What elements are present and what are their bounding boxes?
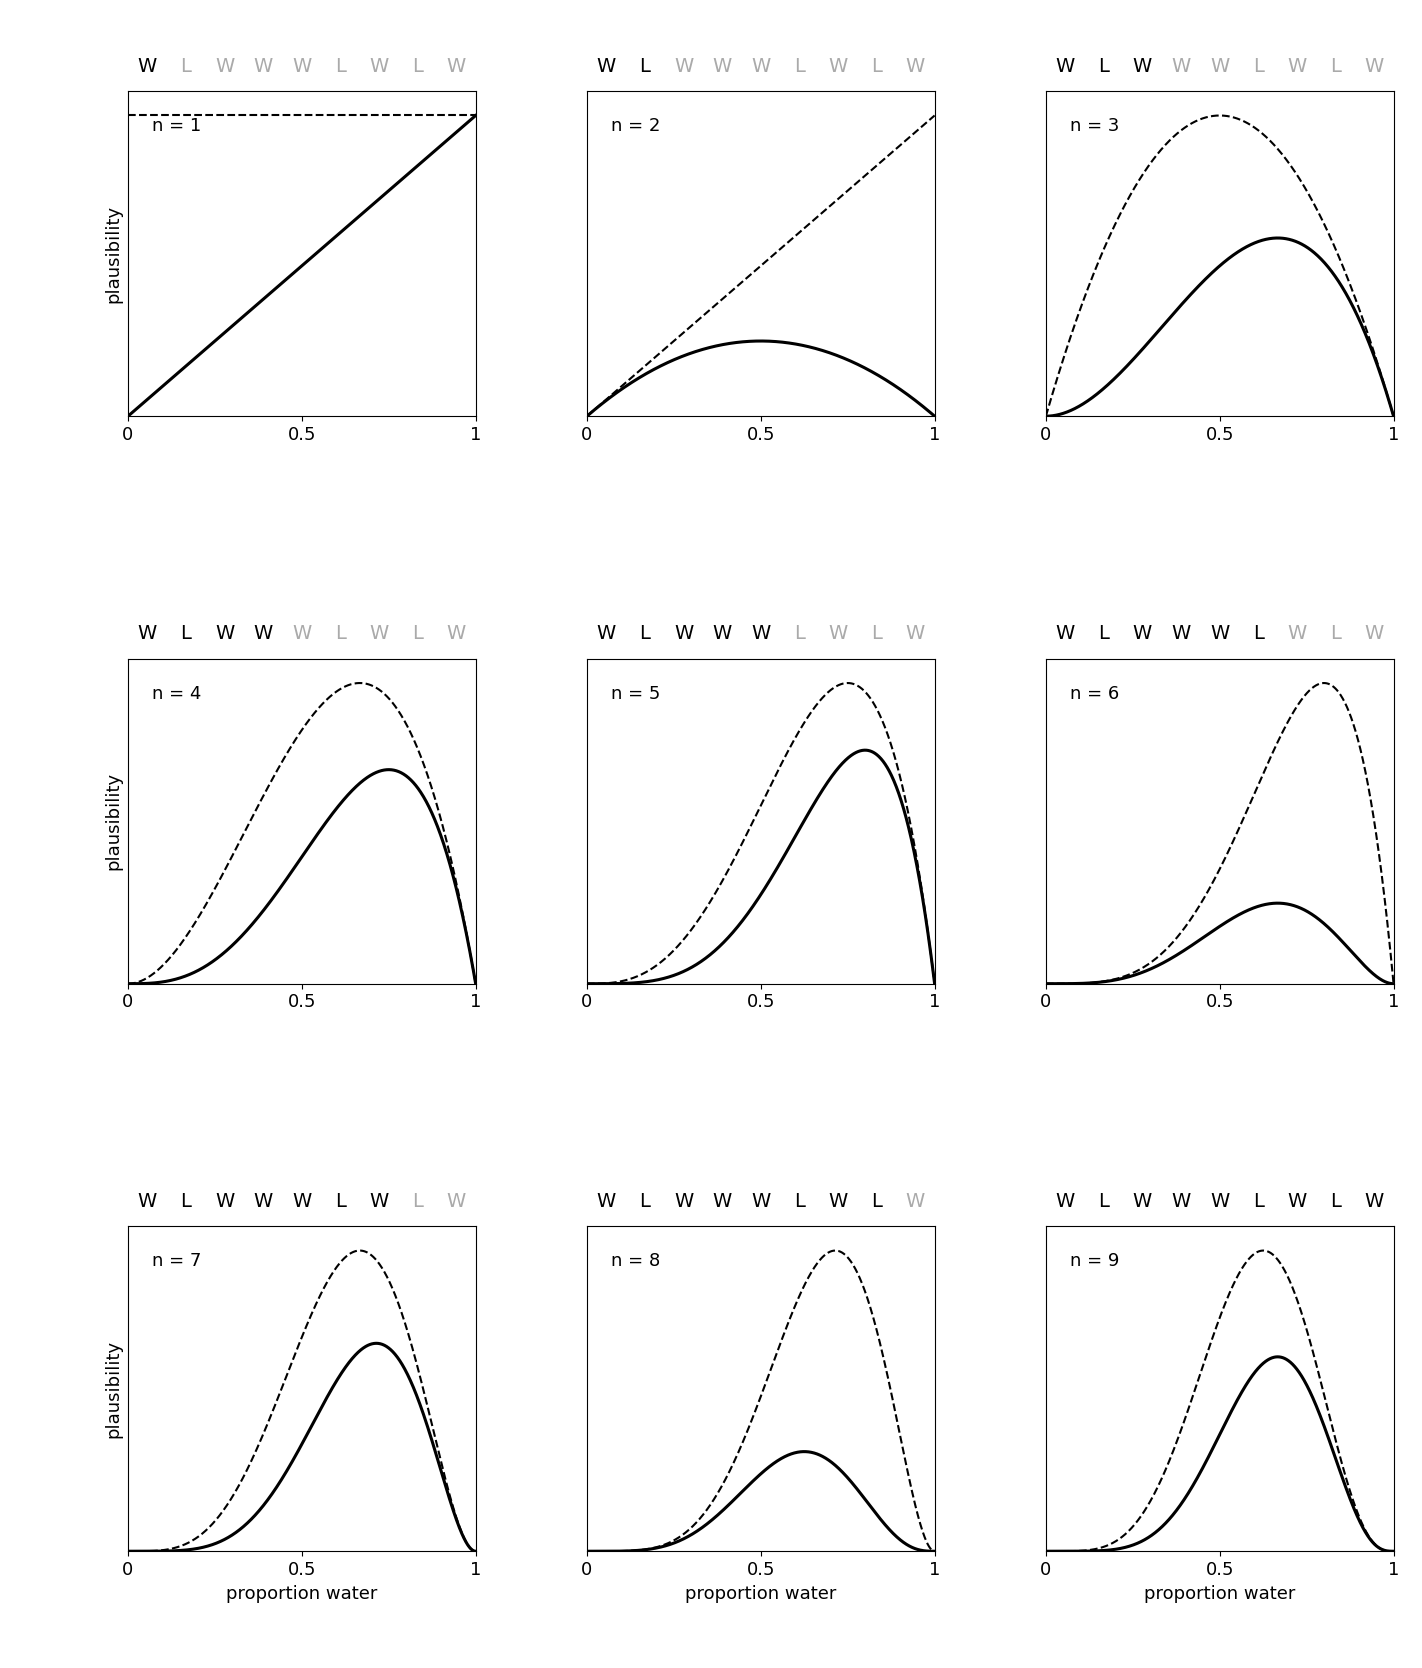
Text: L: L <box>1253 624 1264 644</box>
Text: L: L <box>640 624 650 644</box>
Text: L: L <box>640 57 650 75</box>
Text: W: W <box>1172 57 1190 75</box>
X-axis label: proportion water: proportion water <box>1145 1585 1295 1603</box>
Text: W: W <box>1055 624 1075 644</box>
Text: W: W <box>370 1193 388 1211</box>
Text: W: W <box>215 57 235 75</box>
Text: W: W <box>712 57 732 75</box>
Text: W: W <box>1210 57 1230 75</box>
Text: W: W <box>906 1193 924 1211</box>
Text: n = 5: n = 5 <box>611 686 661 702</box>
Y-axis label: plausibility: plausibility <box>104 205 122 304</box>
Text: W: W <box>674 624 693 644</box>
Text: L: L <box>1330 624 1341 644</box>
Text: n = 1: n = 1 <box>152 117 202 135</box>
Text: W: W <box>253 624 273 644</box>
Text: L: L <box>412 1193 424 1211</box>
Text: L: L <box>1330 57 1341 75</box>
Y-axis label: plausibility: plausibility <box>104 772 122 871</box>
Text: W: W <box>1133 57 1152 75</box>
Text: W: W <box>1172 1193 1190 1211</box>
Text: W: W <box>370 57 388 75</box>
Text: W: W <box>1133 1193 1152 1211</box>
Text: L: L <box>793 57 805 75</box>
Text: W: W <box>829 1193 848 1211</box>
Text: W: W <box>751 624 771 644</box>
Text: L: L <box>872 57 882 75</box>
Text: W: W <box>829 57 848 75</box>
Text: W: W <box>829 624 848 644</box>
Text: W: W <box>1287 57 1307 75</box>
Text: W: W <box>712 624 732 644</box>
Text: L: L <box>412 57 424 75</box>
Text: W: W <box>1210 1193 1230 1211</box>
Text: W: W <box>138 57 156 75</box>
Text: W: W <box>253 57 273 75</box>
Text: W: W <box>1287 1193 1307 1211</box>
Text: W: W <box>253 1193 273 1211</box>
Text: n = 2: n = 2 <box>611 117 661 135</box>
Text: W: W <box>292 1193 311 1211</box>
Text: W: W <box>597 57 616 75</box>
Text: W: W <box>1133 624 1152 644</box>
Text: L: L <box>793 624 805 644</box>
Text: W: W <box>906 624 924 644</box>
Text: W: W <box>447 624 466 644</box>
Text: W: W <box>751 57 771 75</box>
Text: L: L <box>1253 57 1264 75</box>
Text: W: W <box>138 1193 156 1211</box>
Text: W: W <box>1055 57 1075 75</box>
Text: W: W <box>597 624 616 644</box>
Text: W: W <box>370 624 388 644</box>
Text: W: W <box>906 57 924 75</box>
Text: W: W <box>1365 57 1384 75</box>
Text: W: W <box>751 1193 771 1211</box>
Text: L: L <box>640 1193 650 1211</box>
Text: W: W <box>1287 624 1307 644</box>
Text: n = 4: n = 4 <box>152 686 202 702</box>
Text: L: L <box>1098 1193 1109 1211</box>
Text: L: L <box>336 1193 346 1211</box>
Text: W: W <box>597 1193 616 1211</box>
Text: L: L <box>336 57 346 75</box>
Text: W: W <box>674 1193 693 1211</box>
Text: L: L <box>872 1193 882 1211</box>
Text: W: W <box>292 57 311 75</box>
Text: W: W <box>1055 1193 1075 1211</box>
Text: L: L <box>336 624 346 644</box>
Text: W: W <box>447 1193 466 1211</box>
Text: n = 8: n = 8 <box>611 1253 660 1271</box>
X-axis label: proportion water: proportion water <box>226 1585 377 1603</box>
Text: n = 9: n = 9 <box>1071 1253 1119 1271</box>
Text: W: W <box>138 624 156 644</box>
Text: W: W <box>447 57 466 75</box>
Text: W: W <box>1172 624 1190 644</box>
Text: L: L <box>181 1193 192 1211</box>
Text: n = 6: n = 6 <box>1071 686 1119 702</box>
Text: W: W <box>1365 624 1384 644</box>
Text: W: W <box>1365 1193 1384 1211</box>
Text: n = 3: n = 3 <box>1071 117 1119 135</box>
Text: L: L <box>1098 57 1109 75</box>
Text: W: W <box>292 624 311 644</box>
Text: W: W <box>674 57 693 75</box>
Text: L: L <box>181 624 192 644</box>
Text: L: L <box>793 1193 805 1211</box>
Text: L: L <box>412 624 424 644</box>
Text: W: W <box>215 624 235 644</box>
Text: L: L <box>872 624 882 644</box>
Text: L: L <box>1098 624 1109 644</box>
X-axis label: proportion water: proportion water <box>685 1585 836 1603</box>
Text: n = 7: n = 7 <box>152 1253 202 1271</box>
Text: W: W <box>215 1193 235 1211</box>
Text: W: W <box>1210 624 1230 644</box>
Text: W: W <box>712 1193 732 1211</box>
Text: L: L <box>181 57 192 75</box>
Text: L: L <box>1253 1193 1264 1211</box>
Y-axis label: plausibility: plausibility <box>104 1339 122 1438</box>
Text: L: L <box>1330 1193 1341 1211</box>
